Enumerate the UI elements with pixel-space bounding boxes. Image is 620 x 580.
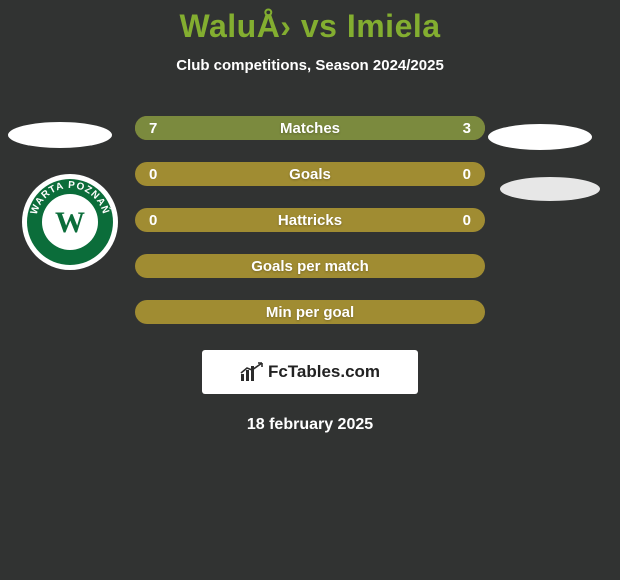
page-title: WaluÅ› vs Imiela — [0, 8, 620, 45]
svg-text:1912: 1912 — [58, 238, 82, 251]
stat-rows: 73Matches 00Goals 00Hattricks Goals per mat… — [135, 116, 485, 324]
stat-label: Goals per match — [135, 258, 485, 275]
warta-poznan-badge-icon: WARTA POZNAŃ 1912 W — [22, 174, 118, 270]
stat-label: Min per goal — [135, 304, 485, 321]
stat-row: Min per goal — [135, 300, 485, 324]
stat-row: 00Goals — [135, 162, 485, 186]
stat-row: Goals per match — [135, 254, 485, 278]
stat-row: 00Hattricks — [135, 208, 485, 232]
competition-subtitle: Club competitions, Season 2024/2025 — [0, 57, 620, 74]
fctables-logo-icon — [240, 362, 264, 382]
svg-text:WARTA POZNAŃ: WARTA POZNAŃ — [29, 180, 113, 216]
stat-label: Hattricks — [135, 212, 485, 229]
snapshot-date: 18 february 2025 — [0, 416, 620, 434]
brand-text: FcTables.com — [268, 362, 380, 382]
stat-label: Matches — [135, 120, 485, 137]
stat-row: 73Matches — [135, 116, 485, 140]
right-team-ellipse-icon — [488, 122, 592, 152]
brand-box: FcTables.com — [202, 350, 418, 394]
left-team-ellipse-icon — [8, 120, 112, 150]
stat-label: Goals — [135, 166, 485, 183]
comparison-card: WaluÅ› vs Imiela Club competitions, Seas… — [0, 0, 620, 580]
svg-text:W: W — [55, 206, 85, 239]
right-team-shadow-ellipse-icon — [500, 176, 600, 202]
